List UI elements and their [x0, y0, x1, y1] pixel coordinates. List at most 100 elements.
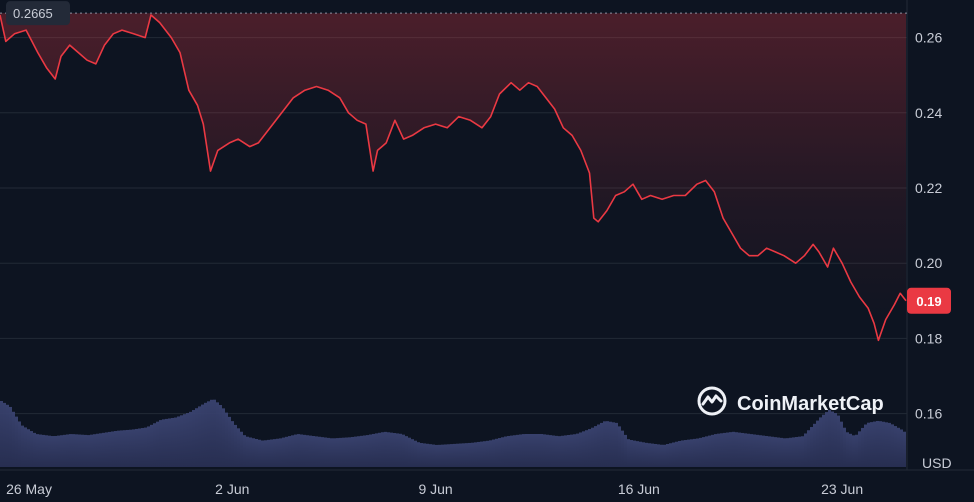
- volume-bar: [225, 412, 228, 467]
- volume-bar: [423, 443, 426, 467]
- volume-bar: [123, 430, 126, 467]
- volume-bar: [855, 434, 858, 467]
- volume-bar: [672, 442, 675, 467]
- volume-bar: [252, 438, 255, 467]
- volume-bar: [138, 428, 141, 467]
- volume-bar: [33, 432, 36, 467]
- volume-bar: [246, 436, 249, 467]
- volume-bar: [126, 429, 129, 467]
- currency-label: USD: [922, 455, 952, 471]
- volume-bar: [393, 433, 396, 467]
- y-tick-label: 0.18: [915, 330, 942, 346]
- volume-bar: [354, 436, 357, 467]
- y-tick-label: 0.22: [915, 180, 942, 196]
- volume-bar: [234, 424, 237, 467]
- volume-bar: [807, 430, 810, 467]
- volume-bar: [891, 424, 894, 467]
- volume-bar: [153, 423, 156, 467]
- volume-bar: [753, 434, 756, 467]
- volume-bar: [198, 406, 201, 467]
- volume-bar: [771, 436, 774, 467]
- volume-bar: [399, 433, 402, 467]
- volume-bar: [537, 434, 540, 467]
- volume-bar: [792, 437, 795, 467]
- volume-bar: [528, 434, 531, 467]
- volume-bar: [732, 431, 735, 467]
- volume-bar: [879, 421, 882, 467]
- volume-bar: [183, 414, 186, 467]
- volume-bar: [804, 433, 807, 467]
- volume-bar: [783, 438, 786, 467]
- current-price-tag-bg: [907, 287, 951, 314]
- volume-bar: [588, 429, 591, 467]
- volume-bar: [894, 426, 897, 467]
- volume-bar: [303, 434, 306, 467]
- x-tick-label: 16 Jun: [618, 481, 660, 497]
- volume-bar: [591, 427, 594, 467]
- volume-bar: [903, 431, 906, 467]
- volume-bar: [561, 435, 564, 467]
- volume-bar: [39, 434, 42, 467]
- volume-bar: [600, 422, 603, 467]
- volume-bar: [729, 432, 732, 467]
- x-axis-ticks: 26 May 2 Jun 9 Jun 16 Jun 23 Jun: [6, 481, 863, 497]
- volume-bar: [579, 432, 582, 467]
- volume-bar: [582, 431, 585, 467]
- volume-bar: [180, 415, 183, 467]
- volume-bar: [498, 438, 501, 467]
- volume-bar: [630, 440, 633, 467]
- coinmarketcap-watermark: CoinMarketCap: [697, 386, 884, 416]
- volume-bar: [297, 434, 300, 467]
- volume-bar: [612, 422, 615, 467]
- volume-bar: [477, 441, 480, 467]
- y-axis-ticks: 0.16 0.18 0.20 0.22 0.24 0.26: [915, 30, 942, 422]
- volume-bar: [765, 435, 768, 467]
- volume-bar: [318, 436, 321, 467]
- volume-bar: [840, 421, 843, 467]
- volume-bar: [873, 421, 876, 467]
- volume-bar: [822, 414, 825, 467]
- volume-bar: [255, 438, 258, 467]
- volume-bar: [243, 435, 246, 467]
- volume-bar: [426, 443, 429, 467]
- volume-bar: [333, 438, 336, 467]
- volume-bar: [414, 440, 417, 467]
- volume-bar: [165, 418, 168, 467]
- volume-bar: [72, 434, 75, 467]
- coinmarketcap-logo-icon: [697, 386, 727, 416]
- volume-bar: [573, 434, 576, 467]
- volume-bar: [306, 435, 309, 467]
- volume-bar: [327, 437, 330, 467]
- volume-bar: [375, 433, 378, 467]
- volume-bar: [519, 434, 522, 467]
- volume-bar: [177, 416, 180, 467]
- volume-bar: [147, 426, 150, 467]
- volume-bar: [504, 436, 507, 467]
- volume-bar: [555, 435, 558, 467]
- volume-bar: [483, 441, 486, 467]
- volume-bar: [780, 437, 783, 467]
- volume-bar: [510, 435, 513, 467]
- volume-bar: [309, 435, 312, 467]
- volume-bar: [105, 432, 108, 467]
- volume-bar: [141, 428, 144, 467]
- volume-bar: [213, 399, 216, 467]
- volume-bar: [78, 434, 81, 467]
- volume-bar: [6, 404, 9, 467]
- volume-bar: [168, 418, 171, 467]
- volume-bar: [342, 437, 345, 467]
- volume-bar: [789, 437, 792, 467]
- volume-bar: [660, 444, 663, 467]
- volume-bar: [480, 441, 483, 467]
- volume-bar: [390, 432, 393, 467]
- volume-bar: [606, 421, 609, 467]
- volume-bar: [570, 434, 573, 467]
- volume-bar: [429, 444, 432, 467]
- volume-bar: [768, 436, 771, 467]
- volume-bar: [300, 434, 303, 467]
- volume-bar: [144, 427, 147, 467]
- volume-bar: [633, 440, 636, 467]
- volume-bar: [258, 439, 261, 467]
- price-line: [0, 14, 907, 342]
